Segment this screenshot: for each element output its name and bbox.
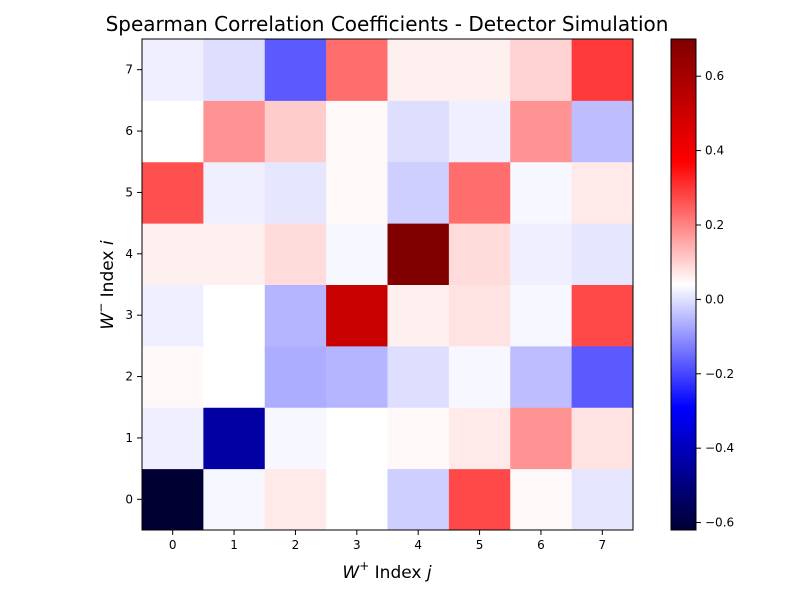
heatmap-cell-4-2 [264, 223, 327, 285]
heatmap-cell-2-7 [571, 345, 634, 408]
heatmap-cell-1-7 [571, 407, 634, 470]
heatmap-cell-5-4 [387, 161, 450, 224]
colorbar-tick-label: 0.4 [705, 144, 724, 158]
y-tick-label: 6 [125, 124, 133, 138]
heatmap-cell-7-4 [387, 39, 450, 101]
heatmap-cell-6-1 [203, 100, 266, 163]
heatmap-cell-0-3 [326, 468, 388, 531]
colorbar-tick-label: 0.6 [705, 69, 724, 83]
heatmap-cell-5-6 [510, 161, 573, 224]
heatmap-cell-2-4 [387, 345, 450, 408]
chart-title: Spearman Correlation Coefficients - Dete… [106, 12, 669, 36]
colorbar-tick-label: 0.0 [705, 292, 724, 306]
heatmap-cells [142, 39, 634, 531]
heatmap-cell-6-5 [448, 100, 511, 163]
heatmap-cell-3-0 [142, 284, 204, 347]
heatmap-cell-7-5 [448, 39, 511, 101]
heatmap-cell-5-7 [571, 161, 634, 224]
heatmap-cell-1-0 [142, 407, 204, 470]
heatmap-cell-4-7 [571, 223, 634, 285]
x-axis-label: W+ Index j [342, 559, 431, 583]
heatmap-cell-5-1 [203, 161, 266, 224]
heatmap-cell-6-6 [510, 100, 573, 163]
heatmap-cell-1-6 [510, 407, 573, 470]
heatmap-cell-2-1 [203, 345, 266, 408]
x-tick-label: 0 [169, 538, 177, 552]
x-tick-label: 1 [230, 538, 238, 552]
heatmap-cell-3-7 [571, 284, 634, 347]
heatmap-cell-3-4 [387, 284, 450, 347]
heatmap-cell-0-5 [448, 468, 511, 531]
y-tick-label: 2 [125, 370, 133, 384]
heatmap-cell-2-6 [510, 345, 573, 408]
heatmap-cell-5-3 [326, 161, 388, 224]
heatmap-cell-6-4 [387, 100, 450, 163]
heatmap-cell-1-2 [264, 407, 327, 470]
heatmap-cell-1-1 [203, 407, 266, 470]
heatmap-cell-4-3 [326, 223, 388, 285]
heatmap-cell-0-0 [142, 468, 204, 531]
heatmap-cell-4-4 [387, 223, 450, 285]
heatmap-cell-6-3 [326, 100, 388, 163]
y-tick-label: 3 [125, 308, 133, 322]
y-tick-label: 0 [125, 492, 133, 506]
heatmap-cell-3-3 [326, 284, 388, 347]
heatmap-cell-0-2 [264, 468, 327, 531]
y-tick-label: 5 [125, 185, 133, 199]
heatmap-cell-7-3 [326, 39, 388, 101]
heatmap-cell-6-7 [571, 100, 634, 163]
heatmap-cell-0-7 [571, 468, 634, 531]
heatmap-cell-1-3 [326, 407, 388, 470]
heatmap-cell-5-5 [448, 161, 511, 224]
heatmap-cell-1-5 [448, 407, 511, 470]
x-tick-label: 7 [598, 538, 606, 552]
heatmap-cell-2-5 [448, 345, 511, 408]
x-tick-label: 3 [353, 538, 361, 552]
colorbar-gradient [670, 38, 697, 531]
heatmap-cell-0-4 [387, 468, 450, 531]
colorbar-tick-label: −0.2 [705, 367, 734, 381]
heatmap-cell-5-2 [264, 161, 327, 224]
heatmap-cell-4-6 [510, 223, 573, 285]
heatmap-cell-2-2 [264, 345, 327, 408]
colorbar: −0.6 −0.4 −0.2 0.0 0.2 0.4 0.6 [670, 38, 734, 531]
x-axis-ticks: 0 1 2 3 4 5 6 7 [169, 530, 606, 552]
heatmap-cell-7-7 [571, 39, 634, 101]
heatmap-cell-3-1 [203, 284, 266, 347]
colorbar-tick-label: −0.4 [705, 441, 734, 455]
heatmap-cell-7-1 [203, 39, 266, 101]
heatmap-cell-3-6 [510, 284, 573, 347]
heatmap-cell-1-4 [387, 407, 450, 470]
y-axis-ticks: 0 1 2 3 4 5 6 7 [125, 63, 142, 506]
colorbar-tick-label: −0.6 [705, 516, 734, 530]
heatmap-cell-3-2 [264, 284, 327, 347]
heatmap-cell-0-1 [203, 468, 266, 531]
heatmap-cell-0-6 [510, 468, 573, 531]
x-tick-label: 6 [537, 538, 545, 552]
heatmap-cell-6-0 [142, 100, 204, 163]
heatmap-cell-3-5 [448, 284, 511, 347]
heatmap-cell-7-0 [142, 39, 204, 101]
heatmap-cell-7-6 [510, 39, 573, 101]
heatmap-cell-2-3 [326, 345, 388, 408]
colorbar-ticks: −0.6 −0.4 −0.2 0.0 0.2 0.4 0.6 [696, 69, 734, 530]
plot-frame [141, 38, 634, 531]
x-tick-label: 4 [414, 538, 422, 552]
x-tick-label: 5 [476, 538, 484, 552]
x-tick-label: 2 [292, 538, 300, 552]
heatmap-cell-5-0 [142, 161, 204, 224]
heatmap-cell-7-2 [264, 39, 327, 101]
heatmap-cell-2-0 [142, 345, 204, 408]
colorbar-tick-label: 0.2 [705, 218, 724, 232]
y-tick-label: 4 [125, 247, 133, 261]
heatmap-cell-4-1 [203, 223, 266, 285]
heatmap-cell-6-2 [264, 100, 327, 163]
y-tick-label: 1 [125, 431, 133, 445]
y-tick-label: 7 [125, 63, 133, 77]
y-axis-label: W− Index i [94, 240, 118, 329]
heatmap-cell-4-0 [142, 223, 204, 285]
heatmap-cell-4-5 [448, 223, 511, 285]
